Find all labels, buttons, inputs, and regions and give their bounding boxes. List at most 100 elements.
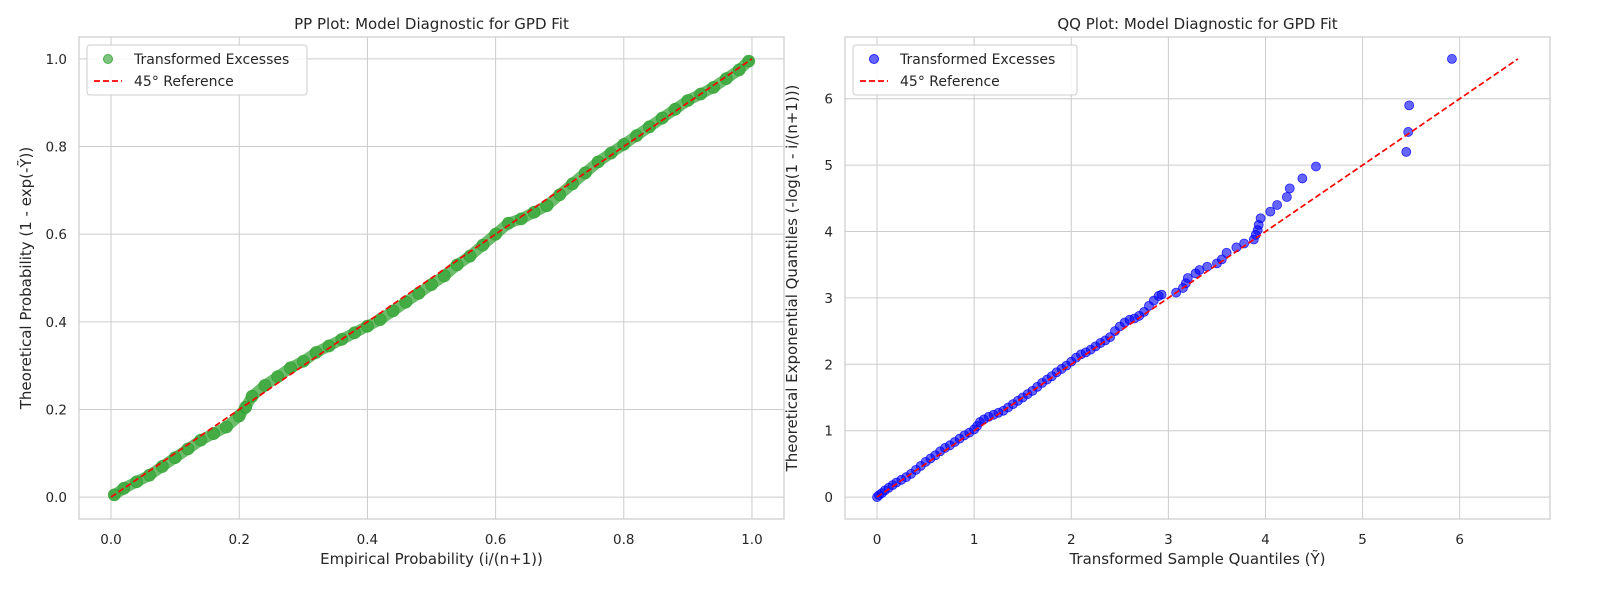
scatter-point xyxy=(1403,127,1414,137)
legend: Transformed Excesses 45° Reference xyxy=(852,44,1078,96)
scatter-point xyxy=(1447,54,1457,64)
x-axis-label: Empirical Probability (i/(n+1)) xyxy=(320,550,543,568)
scatter-point xyxy=(245,389,259,403)
scatter-point xyxy=(1281,192,1292,202)
scatter-density-band xyxy=(108,55,755,501)
legend-marker xyxy=(869,54,879,64)
scatter-point xyxy=(591,155,605,169)
scatter-point xyxy=(155,460,169,473)
x-tick-label: 0 xyxy=(873,532,882,548)
scatter-point xyxy=(514,212,528,226)
x-tick-label: 2 xyxy=(1067,532,1076,548)
scatter-point xyxy=(527,205,541,219)
scatter-point xyxy=(1284,183,1295,194)
scatter-point xyxy=(578,166,592,180)
reference-line xyxy=(876,58,1519,498)
scatter-point xyxy=(1404,100,1415,111)
scatter-point xyxy=(604,146,618,160)
y-tick-label: 0.2 xyxy=(46,402,67,418)
y-tick-label: 1.0 xyxy=(46,52,67,68)
y-tick-label: 0.0 xyxy=(46,490,67,506)
x-tick-label: 1.0 xyxy=(741,532,762,548)
x-tick-label: 0.8 xyxy=(613,532,634,548)
scatter-point xyxy=(502,216,515,230)
scatter-point xyxy=(489,227,502,241)
chart-panel-2: 0 1 2 3 4 5 6 0 1 2 3 4 5 6 QQ Plot: Model Diagnostic … xyxy=(783,15,1551,568)
scatter-point xyxy=(566,177,579,191)
scatter-point xyxy=(1216,254,1227,265)
scatter-point xyxy=(130,475,144,489)
scatter-point xyxy=(1182,273,1193,283)
x-tick-label: 4 xyxy=(1261,532,1270,548)
x-tick-label: 3 xyxy=(1164,532,1173,548)
scatter-point xyxy=(239,400,253,414)
scatter-point xyxy=(617,137,631,151)
x-tick-label: 6 xyxy=(1455,532,1464,548)
y-tick-label: 0 xyxy=(824,490,833,506)
plot-frame xyxy=(844,36,1551,520)
x-tick-label: 0.4 xyxy=(357,532,378,548)
scatter-point xyxy=(1239,238,1250,249)
scatter-point xyxy=(412,286,426,300)
y-tick-label: 5 xyxy=(824,158,833,174)
scatter-point xyxy=(476,238,490,252)
scatter-point xyxy=(220,420,233,434)
scatter-point xyxy=(373,313,387,327)
y-axis-label: Theoretical Probability (1 - exp(-Ỹ)) xyxy=(16,147,35,410)
scatter-point xyxy=(1272,200,1283,210)
y-axis-label: Theoretical Exponential Quantiles (-log(… xyxy=(783,85,801,473)
scatter-point xyxy=(258,378,272,392)
legend-box xyxy=(852,44,1078,96)
scatter-point xyxy=(668,102,682,116)
plot-area xyxy=(872,54,1519,502)
scatter-point xyxy=(630,129,643,142)
legend-marker xyxy=(103,54,113,64)
scatter-point xyxy=(655,111,669,125)
x-tick-label: 0.6 xyxy=(485,532,506,548)
x-tick-label: 0.2 xyxy=(228,532,249,548)
scatter-point xyxy=(681,94,695,107)
scatter-point xyxy=(1202,261,1213,272)
scatter-point xyxy=(296,354,310,368)
x-tick-label: 5 xyxy=(1358,532,1367,548)
scatter-point xyxy=(1265,206,1276,217)
scatter-point xyxy=(707,80,720,94)
scatter-point xyxy=(719,72,733,86)
y-tick-label: 0.6 xyxy=(46,227,67,243)
scatter-point xyxy=(271,370,285,383)
legend: Transformed Excesses 45° Reference xyxy=(86,44,308,96)
legend-label: Transformed Excesses xyxy=(899,52,1055,68)
scatter-point xyxy=(207,427,220,440)
y-tick-label: 3 xyxy=(824,291,833,307)
plot-area xyxy=(107,54,756,502)
y-tick-label: 6 xyxy=(824,92,833,108)
chart-panel-1: 0.0 0.2 0.4 0.6 0.8 1.0 0.0 0.2 0.4 0.6 0.8 1.0 PP P… xyxy=(16,15,785,568)
chart-title: QQ Plot: Model Diagnostic for GPD Fit xyxy=(1057,15,1337,33)
scatter-point xyxy=(322,339,336,353)
legend-label: Transformed Excesses xyxy=(133,52,289,68)
y-tick-label: 2 xyxy=(824,357,833,373)
scatter-point xyxy=(1297,173,1308,184)
x-tick-label: 1 xyxy=(970,532,979,548)
y-tick-label: 4 xyxy=(824,225,833,241)
legend-box xyxy=(86,44,308,96)
scatter-point xyxy=(348,326,361,340)
reference-line xyxy=(110,58,753,498)
y-tick-label: 0.4 xyxy=(46,315,67,331)
chart-title: PP Plot: Model Diagnostic for GPD Fit xyxy=(294,15,569,33)
scatter-point xyxy=(732,63,746,77)
scatter-point xyxy=(437,269,451,283)
legend-label: 45° Reference xyxy=(900,74,1000,90)
legend-label: 45° Reference xyxy=(134,74,234,90)
x-axis-label: Transformed Sample Quantiles (Ỹ) xyxy=(1068,549,1325,568)
scatter-point xyxy=(1311,161,1321,172)
scatter-point xyxy=(386,304,400,318)
y-tick-label: 0.8 xyxy=(46,140,67,156)
x-tick-label: 0.0 xyxy=(100,532,121,548)
y-tick-label: 1 xyxy=(824,424,833,440)
scatter-point xyxy=(284,361,297,375)
scatter-point xyxy=(1156,289,1167,300)
plot-frame xyxy=(78,36,785,520)
scatter-point xyxy=(1255,213,1266,224)
